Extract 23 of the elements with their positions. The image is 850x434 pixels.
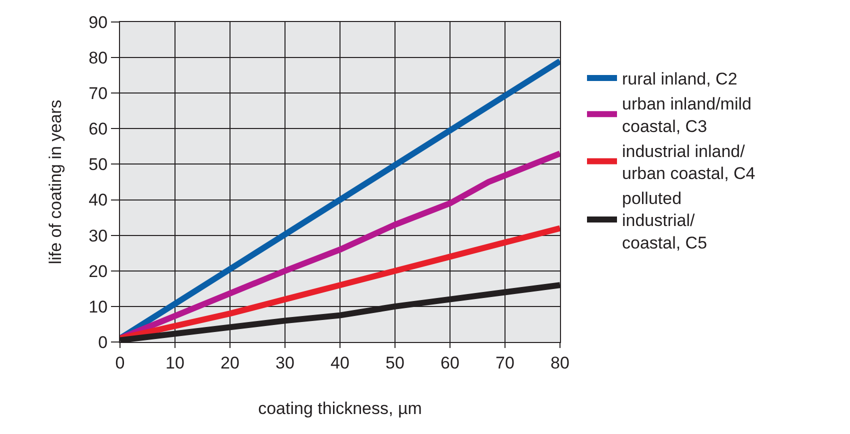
y-tick-label: 40 [88, 190, 108, 210]
y-axis-title: life of coating in years [46, 100, 66, 264]
y-tick-label: 20 [88, 262, 108, 281]
x-axis-title: coating thickness, µm [258, 398, 422, 418]
x-tick-label: 50 [386, 353, 404, 372]
legend-label: rural inland, C2 [622, 70, 738, 89]
y-tick-label: 30 [88, 226, 108, 246]
legend-label: polluted industrial/ coastal, C5 [622, 189, 708, 252]
y-tick-label: 70 [88, 84, 108, 104]
x-tick-label: 60 [440, 353, 460, 372]
x-tick-label: 80 [550, 353, 570, 372]
x-tick-label: 30 [276, 353, 294, 372]
x-tick-label: 10 [166, 353, 184, 372]
x-tick-label: 70 [496, 353, 514, 372]
y-tick-label: 90 [88, 12, 108, 32]
y-tick-label: 80 [88, 48, 108, 68]
y-tick-label: 0 [98, 332, 108, 352]
x-tick-label: 0 [115, 353, 125, 372]
y-tick-label: 50 [88, 155, 108, 174]
y-tick-label: 10 [88, 297, 108, 316]
x-tick-label: 40 [330, 353, 350, 372]
y-tick-label: 60 [88, 120, 108, 139]
x-tick-label: 20 [220, 353, 240, 372]
